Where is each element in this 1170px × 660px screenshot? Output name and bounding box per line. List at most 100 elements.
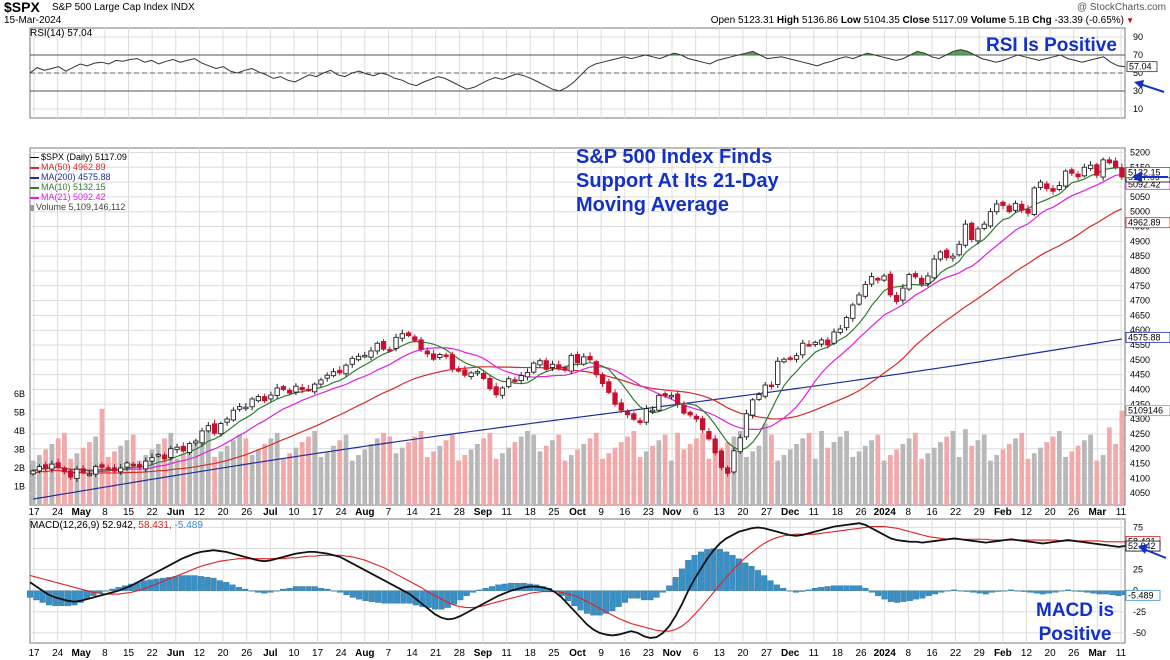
macd-histogram-bar (242, 588, 249, 591)
candle-body (205, 425, 211, 432)
macd-histogram-bar (109, 588, 116, 591)
macd-histogram-bar (204, 577, 211, 591)
volume-bar (800, 438, 806, 505)
x-tick-label: 20 (1045, 507, 1057, 518)
x-tick-label: 18 (832, 507, 844, 518)
volume-bar (1081, 440, 1087, 505)
x-tick-label: 24 (52, 648, 64, 659)
candle-body (118, 467, 124, 473)
macd-histogram-bar (451, 590, 458, 605)
candle-body (280, 386, 287, 390)
macd-histogram-bar (868, 590, 875, 593)
x-tick-label: May (72, 507, 92, 518)
candle-body (649, 409, 656, 413)
candle-body (862, 284, 868, 297)
candle-body (1062, 170, 1069, 187)
volume-bar (437, 445, 443, 505)
ma21-tag: 5092.42 (1128, 179, 1161, 189)
volume-bar (387, 436, 393, 505)
candle-body (481, 373, 487, 379)
rsi-y-tick: 90 (1133, 32, 1143, 42)
candle-body (111, 467, 118, 472)
candle-body (750, 399, 756, 416)
open-label: Open (710, 15, 736, 26)
candle-body (756, 394, 762, 400)
volume-bar (631, 431, 637, 505)
macd-histogram-bar (235, 587, 242, 591)
x-tick-label: Sep (474, 507, 492, 518)
rsi-legend-text: RSI(14) 57.04 (30, 28, 93, 39)
volume-bar (1025, 458, 1031, 505)
candle-body (837, 328, 843, 333)
volume-bar (675, 432, 680, 505)
candle-body (387, 349, 393, 352)
macd-histogram-bar (1077, 590, 1084, 592)
candle-body (1044, 183, 1050, 190)
macd-histogram-bar (621, 590, 628, 603)
candle-body (762, 384, 768, 397)
volume-bar (568, 455, 574, 505)
candle-body (430, 353, 437, 360)
volume-bar (881, 460, 887, 505)
volume-y-tick: 3B (14, 445, 25, 455)
volume-bar (99, 408, 105, 505)
macd-y-tick: -50 (1133, 628, 1146, 638)
candle-body (1006, 205, 1012, 213)
price-y-tick: 4350 (1130, 399, 1150, 409)
volume-bar (180, 453, 186, 505)
volume-bar (900, 443, 906, 505)
macd-histogram-bar (761, 575, 768, 591)
x-tick-label: Jul (263, 648, 278, 659)
macd-histogram-bar (913, 590, 920, 600)
candle-body (1081, 166, 1087, 177)
candle-body (105, 467, 111, 470)
macd-histogram-bar (166, 577, 173, 591)
chg-value: -33.39 (-0.65%) (1054, 15, 1124, 26)
macd-histogram-bar (514, 582, 521, 591)
symbol-title: $SPX (4, 0, 40, 15)
candle-body (1031, 187, 1037, 215)
x-tick-label: 22 (950, 648, 962, 659)
volume-bar (293, 447, 299, 505)
x-tick-label: Jun (167, 648, 185, 659)
x-tick-label: 23 (643, 507, 655, 518)
macd-histogram-bar (957, 590, 964, 592)
volume-bar (837, 436, 843, 505)
candle-body (55, 462, 61, 468)
candle-body (268, 394, 274, 400)
macd-histogram-bar (318, 588, 325, 591)
candle-body (355, 355, 362, 361)
price-y-tick: 4400 (1130, 384, 1150, 394)
price-y-tick: 4750 (1130, 281, 1150, 291)
candle-body (887, 273, 893, 296)
candle-body (362, 354, 368, 358)
macd-histogram-bar (767, 580, 774, 591)
volume-bar (205, 431, 211, 505)
x-tick-label: 9 (598, 507, 604, 518)
macd-histogram-bar (1109, 590, 1116, 596)
volume-bar (906, 438, 912, 505)
volume-bar (30, 460, 36, 505)
x-tick-label: 17 (28, 507, 40, 518)
candle-body (506, 378, 512, 388)
volume-bar (643, 451, 649, 505)
candle-body (130, 463, 136, 467)
volume-bar (1000, 449, 1006, 505)
candle-body (155, 454, 161, 457)
volume-bar (1019, 432, 1025, 505)
volume-bar (1031, 453, 1037, 505)
candle-body (68, 470, 74, 478)
candle-body (1119, 167, 1125, 178)
candle-body (224, 418, 230, 423)
x-tick-label: 2024 (874, 648, 897, 659)
macd-y-tick: -25 (1133, 607, 1146, 617)
candle-body (249, 398, 255, 408)
x-tick-label: 29 (974, 507, 986, 518)
rsi-line (29, 49, 1126, 92)
macd-histogram-bar (356, 590, 363, 600)
macd-histogram-bar (919, 590, 926, 599)
x-tick-label: 12 (194, 507, 206, 518)
macd-histogram-bar (1058, 590, 1065, 592)
close-label: Close (902, 15, 930, 26)
volume-bar (331, 445, 336, 505)
